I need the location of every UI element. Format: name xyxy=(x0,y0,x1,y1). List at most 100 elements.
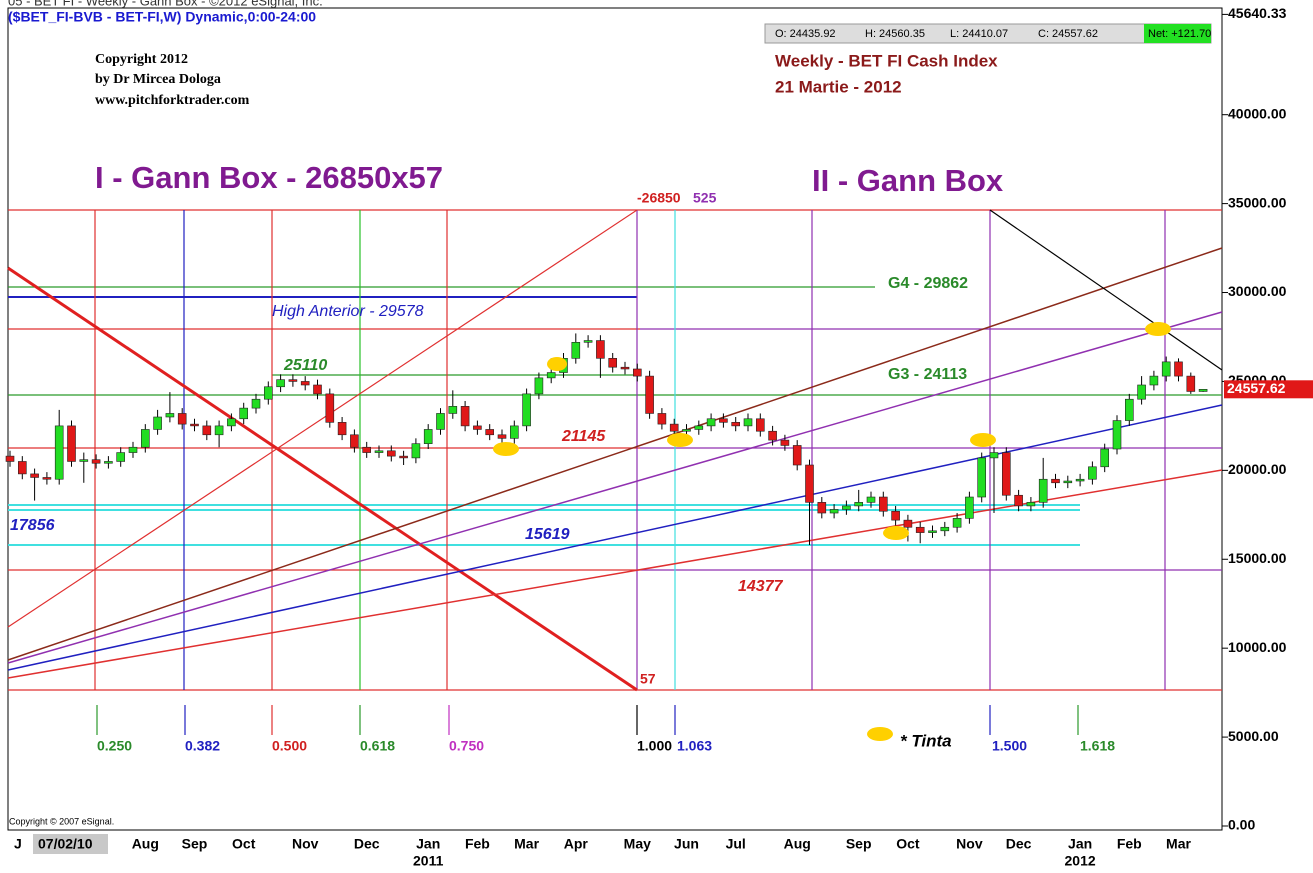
level-label: High Anterior - 29578 xyxy=(272,303,424,320)
candle-body xyxy=(91,459,101,464)
candle-body xyxy=(153,416,162,430)
candle-body xyxy=(423,429,433,444)
y-tick-label: 40000.00 xyxy=(1228,105,1287,121)
gann-lines xyxy=(7,209,1223,735)
level-label: 14377 xyxy=(738,578,784,595)
candle-body xyxy=(1075,478,1085,482)
candle-body xyxy=(1026,502,1036,507)
year-label: 2012 xyxy=(1065,853,1096,869)
candle-body xyxy=(1063,480,1073,484)
candle-body xyxy=(829,509,839,514)
target xyxy=(883,526,909,540)
candle-body xyxy=(1014,494,1023,507)
fib-label: 1.000 xyxy=(637,738,672,754)
candle-body xyxy=(743,418,753,427)
x-tick-label: Jan xyxy=(416,836,440,852)
target xyxy=(867,727,893,741)
candle-body xyxy=(263,386,273,400)
copyright: by Dr Mircea Dologa xyxy=(95,72,221,87)
candle-body xyxy=(239,407,248,420)
candle-body xyxy=(694,425,704,430)
candle-body xyxy=(497,434,507,439)
candle-body xyxy=(903,519,913,528)
candle-body xyxy=(473,425,482,430)
y-tick-label: 20000.00 xyxy=(1228,461,1287,477)
candle-body xyxy=(227,418,236,427)
candle-body xyxy=(546,372,556,379)
candle-body xyxy=(313,384,322,395)
target xyxy=(667,433,693,447)
window-title: 05 - BET FI - Weekly - Gann Box - ©2012 … xyxy=(8,0,323,8)
candle-body xyxy=(116,452,125,462)
candles xyxy=(5,333,1208,546)
x-tick-label: Jul xyxy=(726,836,746,852)
level-label: G3 - 24113 xyxy=(888,366,967,383)
legend-note: * Tinta xyxy=(900,731,952,750)
subtitle: 21 Martie - 2012 xyxy=(775,77,902,96)
quote: C: 24557.62 xyxy=(1038,28,1098,40)
plot-frame xyxy=(7,7,1223,831)
y-tick-label: 45640.33 xyxy=(1228,5,1287,21)
candle-body xyxy=(1137,384,1146,400)
candle-body xyxy=(989,452,999,459)
candle-body xyxy=(1112,420,1122,450)
candle-body xyxy=(300,381,310,386)
level-label: -26850 xyxy=(637,190,681,206)
candle-body xyxy=(940,526,950,532)
candle-body xyxy=(54,425,64,480)
x-tick-label: May xyxy=(624,836,651,852)
candle-body xyxy=(1088,466,1097,480)
x-tick-label: Feb xyxy=(465,836,490,852)
x-tick-label: Dec xyxy=(354,836,380,852)
target xyxy=(1145,322,1171,336)
candle-body xyxy=(977,457,987,498)
fib-label: 1.618 xyxy=(1080,738,1115,754)
candle-body xyxy=(842,505,851,510)
candle-body xyxy=(1174,361,1183,377)
candle-body xyxy=(374,450,384,453)
candle-body xyxy=(104,461,113,464)
level-label: 17856 xyxy=(10,517,55,534)
cursor-box xyxy=(33,834,108,854)
x-tick-label: Jan xyxy=(1068,836,1092,852)
candle-body xyxy=(854,502,864,507)
candle-body xyxy=(915,526,925,533)
candle-body xyxy=(214,425,224,436)
x-tick-label: Nov xyxy=(292,836,319,852)
fib-label: 0.618 xyxy=(360,738,395,754)
candle-body xyxy=(1161,361,1171,377)
candle-body xyxy=(350,434,359,448)
candle-body xyxy=(17,461,27,475)
candle-body xyxy=(30,473,39,478)
esignal-note: Copyright © 2007 eSignal. xyxy=(9,816,114,826)
level-label: 525 xyxy=(693,190,717,206)
x-tick-label: Jun xyxy=(674,836,699,852)
candle-body xyxy=(251,398,261,409)
candle-body xyxy=(386,450,396,457)
fib-label: 0.250 xyxy=(97,738,132,754)
candle-body xyxy=(768,430,777,441)
cursor-date: 07/02/10 xyxy=(38,836,93,852)
candle-body xyxy=(128,446,138,453)
candle-body xyxy=(42,477,52,480)
candle-body xyxy=(682,429,691,432)
candle-body xyxy=(731,422,741,427)
target xyxy=(970,433,996,447)
candle-body xyxy=(608,358,618,368)
candle-body xyxy=(411,443,421,459)
candle-body xyxy=(571,342,581,359)
candle-body xyxy=(952,518,962,528)
x-tick-label: Oct xyxy=(232,836,256,852)
candle-body xyxy=(399,455,408,459)
candle-body xyxy=(817,502,827,514)
x-tick-label: Sep xyxy=(182,836,208,852)
x-tick-label: Sep xyxy=(846,836,872,852)
subtitle: Weekly - BET FI Cash Index xyxy=(775,51,998,70)
quote: O: 24435.92 xyxy=(775,28,836,40)
candle-body xyxy=(177,413,187,425)
candle-body xyxy=(190,423,199,427)
y-tick-label: 0.00 xyxy=(1228,817,1255,833)
y-tick-label: 10000.00 xyxy=(1228,639,1287,655)
